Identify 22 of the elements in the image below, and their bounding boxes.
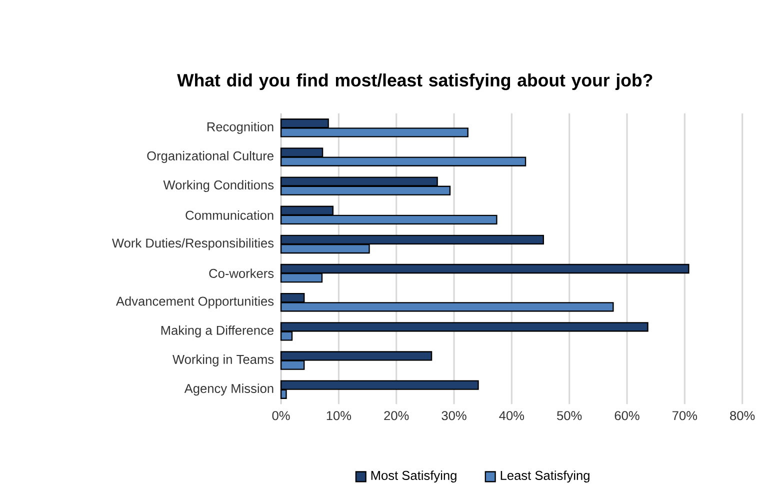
legend-label: Least Satisfying bbox=[500, 470, 590, 483]
y-tick-label: Recognition bbox=[207, 122, 274, 134]
legend-label: Most Satisfying bbox=[371, 470, 456, 483]
x-tick-label: 80% bbox=[730, 411, 755, 420]
chart-title: What did you find most/least satisfying about your job? bbox=[177, 74, 652, 90]
x-tick-label: 60% bbox=[614, 411, 640, 420]
x-tick-label: 30% bbox=[442, 411, 466, 420]
y-tick-label: Agency Mission bbox=[184, 384, 274, 396]
y-tick-label: Making a Difference bbox=[161, 326, 274, 338]
x-tick-label: 70% bbox=[672, 411, 698, 420]
x-tick-label: 40% bbox=[499, 411, 524, 420]
y-tick-label: Work Duties/Responsibilities bbox=[112, 238, 274, 250]
y-tick-label: Working in Teams bbox=[172, 354, 274, 367]
y-tick-label: Organizational Culture bbox=[147, 151, 274, 164]
y-tick-label: Advancement Opportunities bbox=[116, 296, 274, 308]
x-tick-label: 50% bbox=[557, 411, 582, 420]
x-tick-label: 10% bbox=[326, 411, 352, 420]
x-tick-label: 0% bbox=[272, 411, 290, 420]
y-tick-label: Co-workers bbox=[209, 268, 274, 278]
y-tick-label: Communication bbox=[186, 210, 274, 220]
y-tick-label: Working Conditions bbox=[163, 180, 274, 192]
x-tick-label: 20% bbox=[384, 411, 409, 420]
